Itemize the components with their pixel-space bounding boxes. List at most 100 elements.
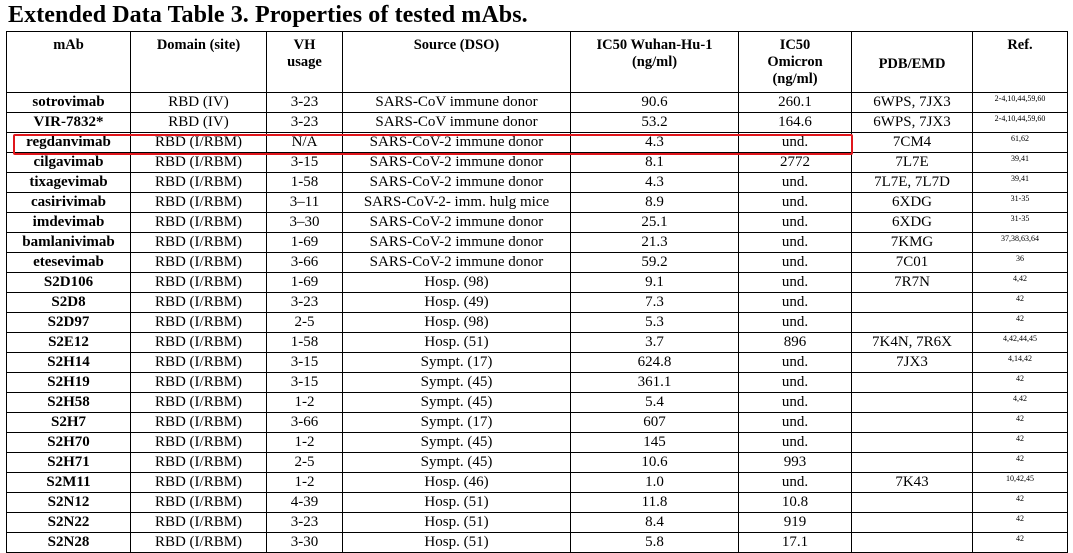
cell-ic50-wuhan: 624.8 [570, 352, 739, 373]
cell-source: Hosp. (51) [342, 532, 571, 553]
cell-ic50-omicron: und. [738, 412, 852, 433]
header-pdb-emd: PDB/EMD [851, 31, 973, 93]
cell-vh: 3-15 [266, 152, 343, 173]
header-source: Source (DSO) [342, 31, 571, 93]
cell-mab: S2H58 [6, 392, 131, 413]
cell-vh: 3-30 [266, 532, 343, 553]
cell-source: SARS-CoV-2 immune donor [342, 152, 571, 173]
cell-ic50-omicron: und. [738, 132, 852, 153]
cell-domain: RBD (I/RBM) [130, 252, 267, 273]
cell-ref: 42 [972, 312, 1068, 333]
cell-pdb [851, 412, 973, 433]
cell-pdb [851, 292, 973, 313]
cell-ic50-omicron: 919 [738, 512, 852, 533]
cell-source: SARS-CoV-2 immune donor [342, 252, 571, 273]
cell-source: Hosp. (98) [342, 272, 571, 293]
cell-ic50-wuhan: 11.8 [570, 492, 739, 513]
cell-vh: 3-23 [266, 92, 343, 113]
cell-source: Hosp. (49) [342, 292, 571, 313]
cell-ref: 42 [972, 492, 1068, 513]
cell-mab: etesevimab [6, 252, 131, 273]
table-row: sotrovimab RBD (IV) 3-23 SARS-CoV immune do… [6, 92, 1068, 113]
cell-ic50-wuhan: 4.3 [570, 172, 739, 193]
table-row: S2N28 RBD (I/RBM) 3-30 Hosp. (51) 5.8 17.1 42 [6, 532, 1068, 553]
cell-domain: RBD (IV) [130, 92, 267, 113]
cell-vh: 2-5 [266, 452, 343, 473]
cell-ic50-wuhan: 5.3 [570, 312, 739, 333]
table-row: S2M11 RBD (I/RBM) 1-2 Hosp. (46) 1.0 und. 7K43… [6, 472, 1068, 493]
cell-ref: 42 [972, 512, 1068, 533]
cell-vh: 1-58 [266, 332, 343, 353]
cell-source: SARS-CoV immune donor [342, 112, 571, 133]
cell-vh: 3-23 [266, 292, 343, 313]
cell-ic50-wuhan: 3.7 [570, 332, 739, 353]
cell-vh: 3-23 [266, 512, 343, 533]
cell-domain: RBD (I/RBM) [130, 312, 267, 333]
table-row-highlighted: regdanvimab RBD (I/RBM) N/A SARS-CoV-2 immu… [6, 132, 1068, 153]
cell-vh: 1-69 [266, 272, 343, 293]
table-row: S2D106 RBD (I/RBM) 1-69 Hosp. (98) 9.1 und. 7R… [6, 272, 1068, 293]
header-row: mAb Domain (site) VH usage Source (DSO) I… [6, 31, 1068, 93]
cell-pdb: 7L7E, 7L7D [851, 172, 973, 193]
cell-domain: RBD (I/RBM) [130, 512, 267, 533]
cell-mab: S2H14 [6, 352, 131, 373]
table-row: tixagevimab RBD (I/RBM) 1-58 SARS-CoV-2 imm… [6, 172, 1068, 193]
table-row: S2H14 RBD (I/RBM) 3-15 Sympt. (17) 624.8 und.… [6, 352, 1068, 373]
cell-domain: RBD (I/RBM) [130, 352, 267, 373]
cell-pdb: 7K43 [851, 472, 973, 493]
cell-ic50-omicron: und. [738, 212, 852, 233]
cell-ic50-wuhan: 607 [570, 412, 739, 433]
cell-mab: S2E12 [6, 332, 131, 353]
cell-ic50-wuhan: 90.6 [570, 92, 739, 113]
cell-ic50-omicron: und. [738, 352, 852, 373]
cell-source: SARS-CoV-2 immune donor [342, 232, 571, 253]
cell-source: SARS-CoV immune donor [342, 92, 571, 113]
table-row: S2E12 RBD (I/RBM) 1-58 Hosp. (51) 3.7 896 7K4N… [6, 332, 1068, 353]
cell-ref: 10,42,45 [972, 472, 1068, 493]
cell-ref: 42 [972, 532, 1068, 553]
cell-source: SARS-CoV-2 immune donor [342, 172, 571, 193]
cell-ref: 2-4,10,44,59,60 [972, 112, 1068, 133]
cell-ic50-wuhan: 8.9 [570, 192, 739, 213]
cell-mab: S2N12 [6, 492, 131, 513]
cell-ref: 39,41 [972, 172, 1068, 193]
cell-pdb [851, 372, 973, 393]
cell-ic50-wuhan: 59.2 [570, 252, 739, 273]
cell-pdb: 7KMG [851, 232, 973, 253]
cell-ic50-omicron: und. [738, 192, 852, 213]
cell-vh: 3-66 [266, 412, 343, 433]
cell-ref: 42 [972, 432, 1068, 453]
cell-domain: RBD (I/RBM) [130, 472, 267, 493]
cell-vh: 3–11 [266, 192, 343, 213]
cell-pdb: 7JX3 [851, 352, 973, 373]
table-row: S2H71 RBD (I/RBM) 2-5 Sympt. (45) 10.6 993 42 [6, 452, 1068, 473]
cell-ic50-omicron: 2772 [738, 152, 852, 173]
cell-pdb: 6WPS, 7JX3 [851, 112, 973, 133]
cell-mab: S2N28 [6, 532, 131, 553]
cell-ic50-wuhan: 53.2 [570, 112, 739, 133]
cell-ic50-wuhan: 1.0 [570, 472, 739, 493]
cell-mab: sotrovimab [6, 92, 131, 113]
cell-ic50-wuhan: 21.3 [570, 232, 739, 253]
cell-ic50-omicron: 260.1 [738, 92, 852, 113]
cell-ic50-wuhan: 361.1 [570, 372, 739, 393]
mab-properties-table: mAb Domain (site) VH usage Source (DSO) I… [6, 31, 1068, 553]
table-row: S2H70 RBD (I/RBM) 1-2 Sympt. (45) 145 und. 42 [6, 432, 1068, 453]
header-mab: mAb [6, 31, 131, 93]
cell-ic50-wuhan: 5.8 [570, 532, 739, 553]
cell-ref: 39,41 [972, 152, 1068, 173]
cell-domain: RBD (I/RBM) [130, 412, 267, 433]
cell-ic50-wuhan: 9.1 [570, 272, 739, 293]
cell-pdb: 7R7N [851, 272, 973, 293]
cell-source: Hosp. (98) [342, 312, 571, 333]
cell-vh: 1-2 [266, 392, 343, 413]
cell-domain: RBD (I/RBM) [130, 152, 267, 173]
header-ref: Ref. [972, 31, 1068, 93]
cell-domain: RBD (I/RBM) [130, 212, 267, 233]
cell-vh: 3–30 [266, 212, 343, 233]
cell-ic50-wuhan: 145 [570, 432, 739, 453]
cell-pdb [851, 432, 973, 453]
table-row: VIR-7832* RBD (IV) 3-23 SARS-CoV immune don… [6, 112, 1068, 133]
cell-source: Sympt. (45) [342, 452, 571, 473]
table-row: bamlanivimab RBD (I/RBM) 1-69 SARS-CoV-2 im… [6, 232, 1068, 253]
